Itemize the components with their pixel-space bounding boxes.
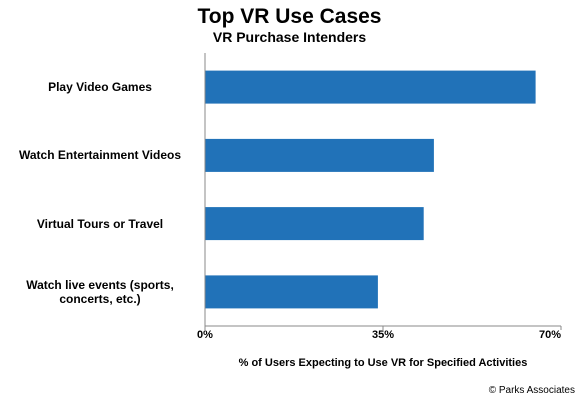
category-label: Watch Entertainment Videos <box>18 148 182 163</box>
bar <box>205 207 424 241</box>
category-label: Watch live events (sports, concerts, etc… <box>26 277 174 306</box>
bar <box>205 70 536 104</box>
category-label: Play Video Games <box>48 80 152 95</box>
chart-subtitle: VR Purchase Intenders <box>212 29 367 45</box>
x-tick-label: 35% <box>371 329 395 341</box>
bar <box>205 275 378 309</box>
x-tick-label: 70% <box>538 329 562 341</box>
x-axis-title: % of Users Expecting to Use VR for Speci… <box>238 357 528 369</box>
source-credit: © Parks Associates <box>488 385 575 396</box>
category-label: Virtual Tours or Travel <box>36 216 164 231</box>
chart-title: Top VR Use Cases <box>197 5 382 28</box>
bar <box>205 138 434 172</box>
x-tick-label: 0% <box>197 329 213 341</box>
